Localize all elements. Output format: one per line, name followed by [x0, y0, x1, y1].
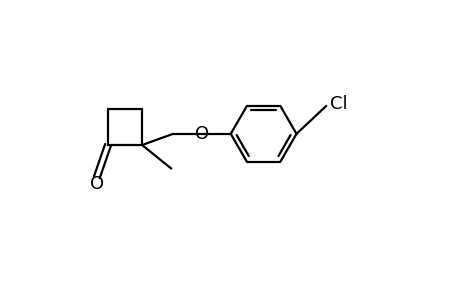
Text: O: O: [195, 125, 209, 143]
Text: Cl: Cl: [330, 95, 347, 113]
Text: O: O: [90, 175, 104, 193]
